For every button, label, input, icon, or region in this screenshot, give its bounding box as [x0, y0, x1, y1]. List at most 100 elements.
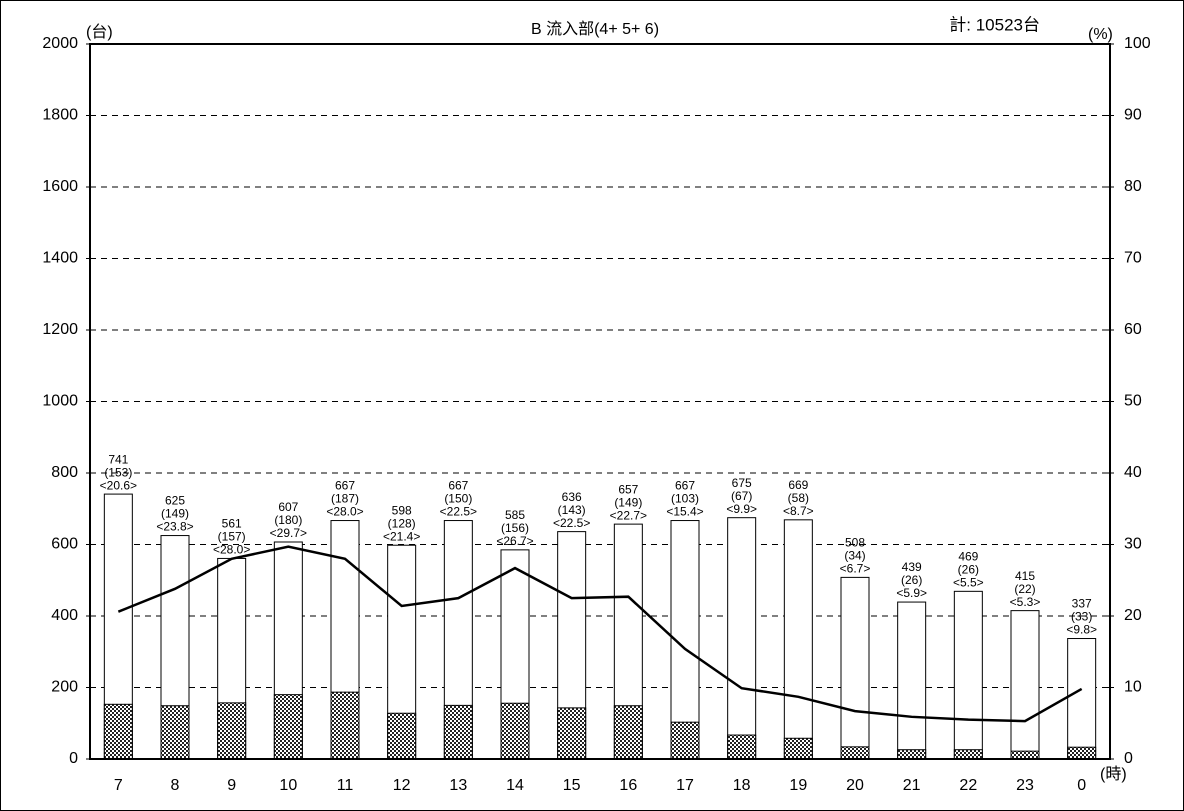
y2-tick-label: 100	[1124, 35, 1151, 52]
total-value-label: 439	[902, 560, 922, 574]
y2-tick-label: 40	[1124, 464, 1142, 481]
total-bar	[953, 590, 983, 760]
y-tick-label: 1000	[42, 393, 78, 410]
chart-title: B 流入部(4+ 5+ 6)	[531, 20, 659, 38]
y2-axis-label: (%)	[1088, 26, 1113, 43]
x-tick-label: 14	[506, 777, 524, 794]
total-value-label: 741	[108, 452, 128, 466]
y-tick-label: 1200	[42, 321, 78, 338]
total-value-label: 469	[958, 550, 978, 564]
x-tick-label: 16	[619, 777, 637, 794]
large-vehicle-bar	[330, 691, 360, 760]
large-value-label: (180)	[274, 513, 302, 527]
total-value-label: 669	[788, 478, 808, 492]
x-tick-label: 20	[846, 777, 864, 794]
x-tick-label: 11	[337, 777, 354, 794]
large-value-label: (103)	[671, 492, 699, 506]
total-bar	[783, 519, 813, 760]
large-vehicle-bar	[500, 702, 530, 760]
y2-tick-label: 30	[1124, 536, 1142, 553]
x-tick-label: 18	[733, 777, 751, 794]
y-tick-label: 600	[51, 536, 78, 553]
x-tick-label: 12	[393, 777, 411, 794]
ratio-value-label: <28.0>	[326, 505, 363, 519]
total-value-label: 585	[505, 508, 525, 522]
large-value-label: (22)	[1014, 582, 1035, 596]
ratio-value-label: <21.4>	[383, 529, 420, 543]
large-value-label: (26)	[901, 573, 922, 587]
large-vehicle-bar	[613, 705, 643, 760]
x-tick-label: 0	[1077, 777, 1086, 794]
large-vehicle-bar	[387, 712, 417, 760]
total-value-label: 636	[562, 490, 582, 504]
y2-tick-label: 90	[1124, 107, 1142, 124]
large-value-label: (149)	[614, 495, 642, 509]
large-value-label: (26)	[958, 563, 979, 577]
ratio-value-label: <22.7>	[610, 508, 647, 522]
ratio-value-label: <28.0>	[213, 543, 250, 557]
y-tick-label: 1800	[42, 107, 78, 124]
total-value-label: 667	[335, 479, 355, 493]
y2-tick-label: 10	[1124, 679, 1142, 696]
y2-tick-label: 50	[1124, 393, 1142, 410]
ratio-line	[117, 545, 1083, 723]
ratio-value-label: <5.9>	[896, 586, 927, 600]
total-value-label: 667	[448, 479, 468, 493]
large-value-label: (58)	[788, 491, 809, 505]
y-tick-label: 0	[69, 750, 78, 767]
total-value-label: 667	[675, 479, 695, 493]
ratio-value-label: <5.5>	[953, 576, 984, 590]
y-tick-label: 400	[51, 607, 78, 624]
large-vehicle-bar	[160, 705, 190, 760]
large-vehicle-bar	[670, 721, 700, 760]
large-vehicle-bar	[897, 749, 927, 760]
total-value-label: 561	[222, 517, 242, 531]
total-value-label: 675	[732, 476, 752, 490]
large-vehicle-bar	[273, 694, 303, 760]
total-value-label: 598	[392, 503, 412, 517]
x-tick-label: 9	[227, 777, 236, 794]
large-value-label: (67)	[731, 489, 752, 503]
ratio-value-label: <23.8>	[156, 520, 193, 534]
x-tick-label: 8	[171, 777, 180, 794]
large-vehicle-bar	[557, 707, 587, 760]
large-value-label: (34)	[844, 549, 865, 563]
x-tick-label: 17	[676, 777, 694, 794]
ratio-value-label: <22.5>	[440, 505, 477, 519]
total-value-label: 657	[618, 482, 638, 496]
y2-tick-label: 0	[1124, 750, 1133, 767]
ratio-value-label: <9.9>	[726, 502, 757, 516]
large-vehicle-bar	[443, 704, 473, 760]
y-axis-label: (台)	[86, 23, 113, 41]
x-tick-label: 23	[1016, 777, 1034, 794]
ratio-value-label: <9.8>	[1066, 623, 1097, 637]
total-value-label: 607	[278, 500, 298, 514]
total-value-label: 625	[165, 494, 185, 508]
large-vehicle-bar	[727, 734, 757, 760]
y2-tick-label: 60	[1124, 321, 1142, 338]
y2-tick-label: 70	[1124, 250, 1142, 267]
large-vehicle-bar	[1067, 746, 1097, 760]
large-vehicle-bar	[217, 702, 247, 760]
x-tick-label: 7	[114, 777, 123, 794]
x-tick-label: 15	[563, 777, 581, 794]
ratio-value-label: <20.6>	[100, 478, 137, 492]
total-bar	[1010, 610, 1040, 760]
total-label: 計: 10523台	[949, 15, 1040, 34]
large-value-label: (187)	[331, 492, 359, 506]
large-vehicle-bar	[953, 749, 983, 760]
total-bar	[727, 517, 757, 760]
total-value-label: 337	[1072, 597, 1092, 611]
x-tick-label: 19	[789, 777, 807, 794]
total-bar	[840, 576, 870, 760]
large-value-label: (153)	[104, 465, 132, 479]
total-bar	[897, 601, 927, 760]
plot-border	[89, 43, 1111, 760]
large-value-label: (156)	[501, 521, 529, 535]
large-vehicle-bar	[783, 737, 813, 760]
x-tick-label: 10	[279, 777, 297, 794]
total-value-label: 508	[845, 536, 865, 550]
large-value-label: (150)	[444, 492, 472, 506]
total-value-label: 415	[1015, 569, 1035, 583]
